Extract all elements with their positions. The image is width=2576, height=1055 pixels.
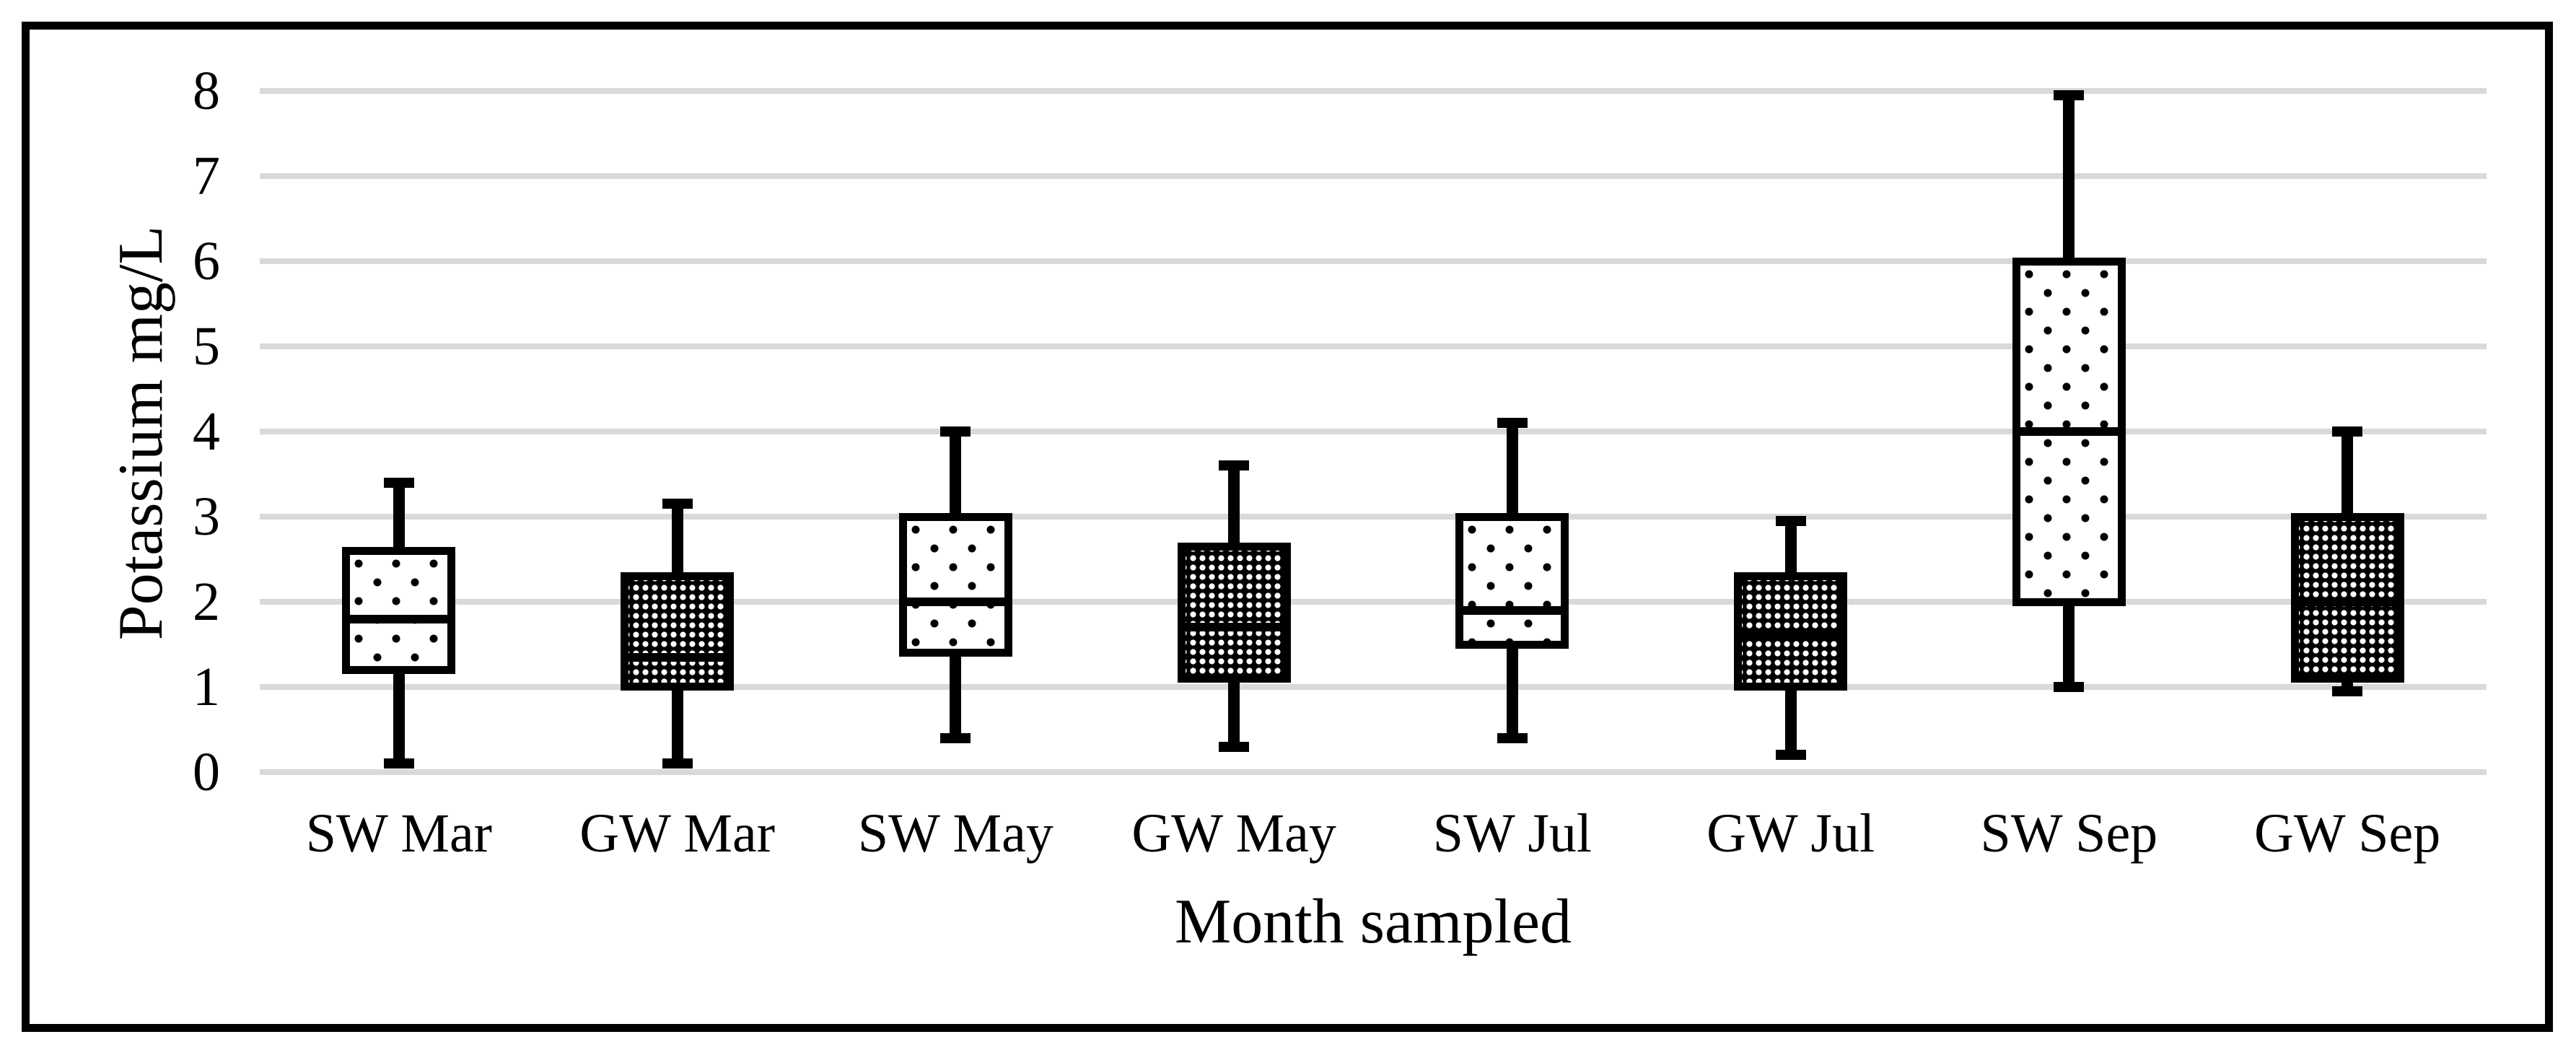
whisker-top-stem-gw-jul xyxy=(1784,520,1797,577)
y-tick-label-4: 4 xyxy=(193,401,220,462)
gridline-0 xyxy=(260,769,2487,775)
y-tick-label-8: 8 xyxy=(193,61,220,121)
gridline-3 xyxy=(260,514,2487,520)
x-category-label-gw-sep: GW Sep xyxy=(2254,803,2441,864)
whisker-bottom-stem-gw-may xyxy=(1228,678,1240,747)
whisker-bottom-stem-sw-mar xyxy=(393,670,405,764)
whisker-bottom-cap-sw-mar xyxy=(383,758,414,769)
y-tick-label-6: 6 xyxy=(193,231,220,292)
whisker-bottom-cap-sw-may xyxy=(940,732,971,743)
whisker-bottom-cap-sw-sep xyxy=(2054,682,2085,692)
boxplot-box-gw-may xyxy=(1177,542,1291,683)
x-axis-title: Month sampled xyxy=(1175,887,1572,957)
x-category-label-gw-mar: GW Mar xyxy=(579,803,776,864)
boxplot-box-sw-jul xyxy=(1455,512,1569,649)
whisker-top-cap-sw-jul xyxy=(1497,418,1528,429)
whisker-top-stem-gw-may xyxy=(1228,465,1240,547)
x-category-label-sw-sep: SW Sep xyxy=(1980,803,2158,864)
boxplot-box-gw-mar xyxy=(621,572,735,691)
gridline-1 xyxy=(260,684,2487,690)
whisker-bottom-cap-sw-jul xyxy=(1497,732,1528,743)
whisker-top-cap-sw-mar xyxy=(383,477,414,488)
x-category-label-gw-may: GW May xyxy=(1131,803,1336,864)
whisker-top-cap-gw-may xyxy=(1219,460,1250,471)
x-category-label-sw-may: SW May xyxy=(857,803,1053,864)
whisker-top-cap-gw-jul xyxy=(1775,515,1806,526)
boxplot-box-sw-mar xyxy=(342,546,456,674)
whisker-bottom-stem-sw-may xyxy=(950,652,962,738)
whisker-bottom-stem-gw-jul xyxy=(1784,687,1797,756)
whisker-top-cap-sw-may xyxy=(940,426,971,437)
median-line-sw-mar xyxy=(350,614,448,623)
chart-outer-frame xyxy=(22,22,2553,1032)
whisker-bottom-cap-gw-mar xyxy=(662,758,693,769)
gridline-5 xyxy=(260,343,2487,349)
whisker-top-stem-sw-mar xyxy=(393,482,405,551)
whisker-bottom-stem-sw-sep xyxy=(2063,602,2075,687)
whisker-top-stem-sw-jul xyxy=(1506,423,1518,517)
y-tick-label-0: 0 xyxy=(193,742,220,802)
whisker-bottom-cap-gw-sep xyxy=(2332,686,2363,696)
x-category-label-gw-jul: GW Jul xyxy=(1707,803,1875,864)
y-tick-label-5: 5 xyxy=(193,316,220,377)
gridline-7 xyxy=(260,173,2487,179)
whisker-bottom-cap-gw-jul xyxy=(1775,750,1806,761)
x-category-label-sw-jul: SW Jul xyxy=(1432,803,1593,864)
whisker-bottom-cap-gw-may xyxy=(1219,741,1250,752)
boxplot-box-sw-may xyxy=(898,512,1012,657)
median-line-sw-jul xyxy=(1463,605,1561,615)
gridline-4 xyxy=(260,429,2487,434)
y-tick-label-7: 7 xyxy=(193,146,220,206)
whisker-top-stem-gw-mar xyxy=(671,504,683,577)
x-category-label-sw-mar: SW Mar xyxy=(305,803,492,864)
whisker-bottom-stem-gw-mar xyxy=(671,687,683,764)
whisker-top-cap-gw-sep xyxy=(2332,426,2363,437)
median-line-gw-sep xyxy=(2298,597,2396,606)
gridline-2 xyxy=(260,599,2487,605)
y-tick-label-2: 2 xyxy=(193,572,220,632)
whisker-top-cap-sw-sep xyxy=(2054,89,2085,100)
y-tick-label-1: 1 xyxy=(193,657,220,717)
whisker-top-stem-sw-may xyxy=(950,432,962,517)
whisker-top-cap-gw-mar xyxy=(662,499,693,509)
median-line-sw-may xyxy=(906,597,1004,606)
whisker-top-stem-gw-sep xyxy=(2341,432,2354,517)
y-tick-label-3: 3 xyxy=(193,486,220,547)
median-line-gw-jul xyxy=(1742,631,1840,641)
gridline-8 xyxy=(260,88,2487,94)
median-line-sw-sep xyxy=(2020,427,2118,436)
median-line-gw-mar xyxy=(628,652,727,662)
gridline-6 xyxy=(260,258,2487,264)
whisker-bottom-stem-sw-jul xyxy=(1506,644,1518,738)
median-line-gw-may xyxy=(1185,623,1283,632)
whisker-top-stem-sw-sep xyxy=(2063,95,2075,261)
